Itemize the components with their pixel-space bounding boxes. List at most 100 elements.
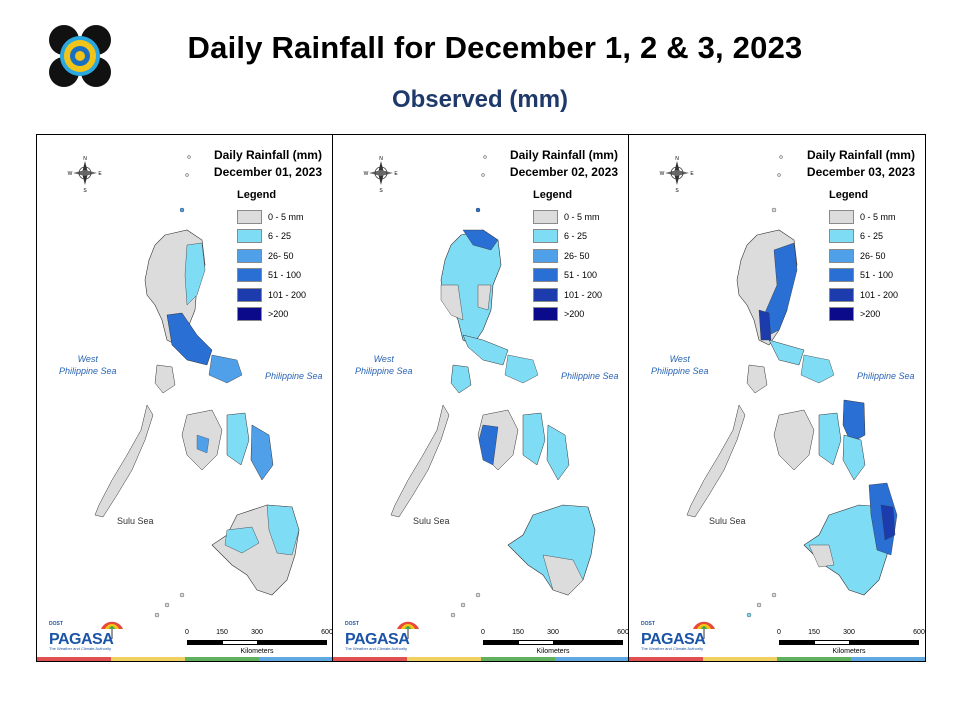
map-text: >200 — [268, 309, 289, 320]
legend-swatch — [829, 209, 854, 224]
panel-title: Daily Rainfall (mm) December 03, 2023 — [807, 147, 915, 181]
map-text: Philippine Sea — [355, 366, 413, 376]
legend-item: 6 - 25 — [237, 227, 332, 247]
scale-bar: 0 150 300 600 Kilometers — [777, 629, 925, 655]
palawan-landmass — [686, 404, 746, 518]
color-strip — [37, 657, 332, 661]
philippine-sea-label: Philippine Sea — [857, 371, 915, 381]
legend-item: 26- 50 — [533, 246, 628, 266]
map-text: December 03, 2023 — [806, 165, 915, 179]
pagasa-umbrella-icon — [397, 621, 419, 639]
philippines-rainfall-map — [390, 155, 596, 618]
legend-swatch — [533, 209, 558, 224]
map-text: 0 - 5 mm — [860, 211, 896, 222]
map-text: N — [675, 156, 679, 162]
legend-swatch — [533, 268, 558, 283]
legend-item: >200 — [237, 305, 332, 325]
brand-top: DOST — [49, 621, 63, 627]
map-text: December 02, 2023 — [509, 165, 618, 179]
legend-swatch — [533, 287, 558, 302]
legend-swatch — [237, 229, 262, 244]
brand-sub: The Weather and Climate Authority — [345, 646, 408, 651]
map-text: 6 - 25 — [564, 231, 588, 242]
compass-rose-icon: N S E W — [68, 156, 103, 194]
sulu-sea-label: Sulu Sea — [117, 516, 154, 526]
legend-swatch — [237, 248, 262, 263]
map-text: 300 — [251, 629, 263, 636]
legend-item: 0 - 5 mm — [829, 207, 925, 227]
map-text: E — [98, 171, 102, 177]
panel-title: Daily Rainfall (mm) December 01, 2023 — [214, 147, 322, 181]
map-text: West — [669, 354, 690, 364]
legend-item: 0 - 5 mm — [237, 207, 332, 227]
legend-item: 51 - 100 — [829, 266, 925, 286]
philippine-sea-label: Philippine Sea — [561, 371, 619, 381]
map-text: S — [675, 188, 679, 194]
map-text: >200 — [860, 309, 881, 320]
map-text: 26- 50 — [268, 250, 294, 261]
legend-item: 0 - 5 mm — [533, 207, 628, 227]
compass-rose-icon: N S E W — [364, 156, 399, 194]
legend-item: >200 — [829, 305, 925, 325]
map-text: 0 - 5 mm — [268, 211, 304, 222]
panel-title: Daily Rainfall (mm) December 02, 2023 — [510, 147, 618, 181]
map-text: 0 — [777, 629, 781, 636]
pagasa-seal-icon — [48, 24, 112, 88]
map-text: 600 — [913, 629, 925, 636]
map-text: 51 - 100 — [564, 270, 598, 281]
map-text: W — [364, 171, 369, 177]
legend-item: 26- 50 — [829, 246, 925, 266]
map-text: E — [690, 171, 694, 177]
legend-swatch — [829, 287, 854, 302]
legend-swatch — [829, 248, 854, 263]
philippines-rainfall-map — [94, 155, 300, 618]
legend-swatch — [237, 209, 262, 224]
scale-bar: 0 150 300 600 Kilometers — [481, 629, 628, 655]
legend-item: 6 - 25 — [533, 227, 628, 247]
map-text: 51 - 100 — [860, 270, 894, 281]
legend-item: 51 - 100 — [533, 266, 628, 286]
map-text: 300 — [547, 629, 559, 636]
map-text: 101 - 200 — [268, 289, 307, 300]
map-text: N — [83, 156, 87, 162]
map-panel-dec-03: N S E W Daily Rainfall (mm) December 03,… — [629, 135, 925, 661]
map-text: December 01, 2023 — [213, 165, 322, 179]
legend: Legend 0 - 5 mm 6 - 25 26- 50 51 - 100 1… — [533, 189, 628, 325]
brand-sub: The Weather and Climate Authority — [641, 646, 704, 651]
legend: Legend 0 - 5 mm 6 - 25 26- 50 51 - 100 1… — [829, 189, 925, 324]
map-text: Daily Rainfall (mm) — [509, 148, 618, 162]
map-text: 0 — [185, 629, 189, 636]
map-text: E — [394, 171, 398, 177]
map-text: Legend — [533, 189, 573, 201]
west-philippine-sea-label: West Philippine Sea — [651, 353, 709, 377]
map-text: 150 — [512, 629, 524, 636]
legend-item: >200 — [533, 305, 628, 325]
map-text: Legend — [237, 189, 277, 201]
legend-item: 101 - 200 — [533, 285, 628, 305]
brand-top: DOST — [345, 621, 359, 627]
map-text: West — [373, 354, 394, 364]
brand-sub: The Weather and Climate Authority — [49, 646, 112, 651]
map-text: 300 — [843, 629, 855, 636]
map-text: W — [68, 171, 73, 177]
map-text: 6 - 25 — [860, 231, 884, 242]
map-text: Kilometers — [240, 648, 274, 655]
philippines-rainfall-map — [686, 155, 898, 618]
map-panel-dec-02: N S E W Daily Rainfall (mm) December 02,… — [333, 135, 629, 661]
legend: Legend 0 - 5 mm 6 - 25 26- 50 51 - 100 1… — [237, 189, 332, 325]
compass-rose-icon: N S E W — [660, 156, 695, 194]
map-text: West — [77, 354, 98, 364]
map-text: 51 - 100 — [268, 270, 302, 281]
legend-swatch — [533, 248, 558, 263]
brand-name: PAGASA — [641, 631, 706, 648]
map-text: Daily Rainfall (mm) — [213, 148, 322, 162]
map-text: 0 — [481, 629, 485, 636]
map-text: 101 - 200 — [860, 289, 899, 300]
map-text: >200 — [564, 309, 585, 320]
legend-swatch — [533, 307, 558, 322]
pagasa-umbrella-icon — [693, 621, 715, 639]
legend-item: 26- 50 — [237, 246, 332, 266]
map-text: S — [83, 188, 87, 194]
visayas-landmass — [773, 409, 815, 471]
legend-item: 101 - 200 — [829, 285, 925, 305]
